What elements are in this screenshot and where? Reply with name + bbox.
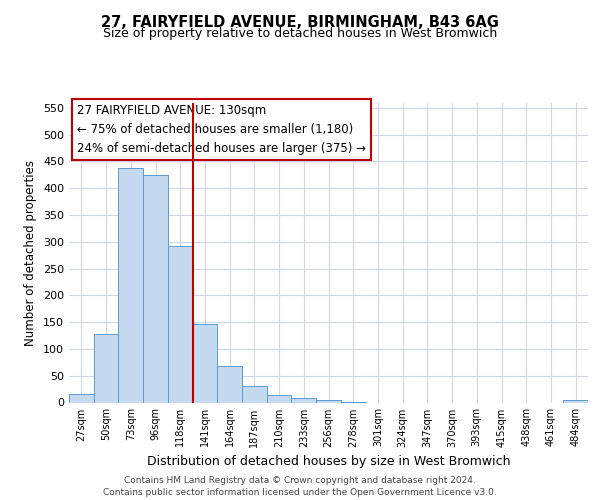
Text: Contains public sector information licensed under the Open Government Licence v3: Contains public sector information licen… — [103, 488, 497, 497]
Bar — [143, 175, 168, 402]
Bar — [292, 398, 316, 402]
Bar — [316, 400, 341, 402]
Bar — [267, 395, 292, 402]
Bar — [193, 324, 217, 402]
Text: Size of property relative to detached houses in West Bromwich: Size of property relative to detached ho… — [103, 28, 497, 40]
Y-axis label: Number of detached properties: Number of detached properties — [25, 160, 37, 346]
Bar — [168, 246, 193, 402]
Text: 27, FAIRYFIELD AVENUE, BIRMINGHAM, B43 6AG: 27, FAIRYFIELD AVENUE, BIRMINGHAM, B43 6… — [101, 15, 499, 30]
Bar — [563, 400, 588, 402]
Text: 27 FAIRYFIELD AVENUE: 130sqm
← 75% of detached houses are smaller (1,180)
24% of: 27 FAIRYFIELD AVENUE: 130sqm ← 75% of de… — [77, 104, 366, 155]
Bar — [118, 168, 143, 402]
Bar — [94, 334, 118, 402]
X-axis label: Distribution of detached houses by size in West Bromwich: Distribution of detached houses by size … — [147, 455, 510, 468]
Text: Contains HM Land Registry data © Crown copyright and database right 2024.: Contains HM Land Registry data © Crown c… — [124, 476, 476, 485]
Bar — [69, 394, 94, 402]
Bar — [217, 366, 242, 403]
Bar — [242, 386, 267, 402]
